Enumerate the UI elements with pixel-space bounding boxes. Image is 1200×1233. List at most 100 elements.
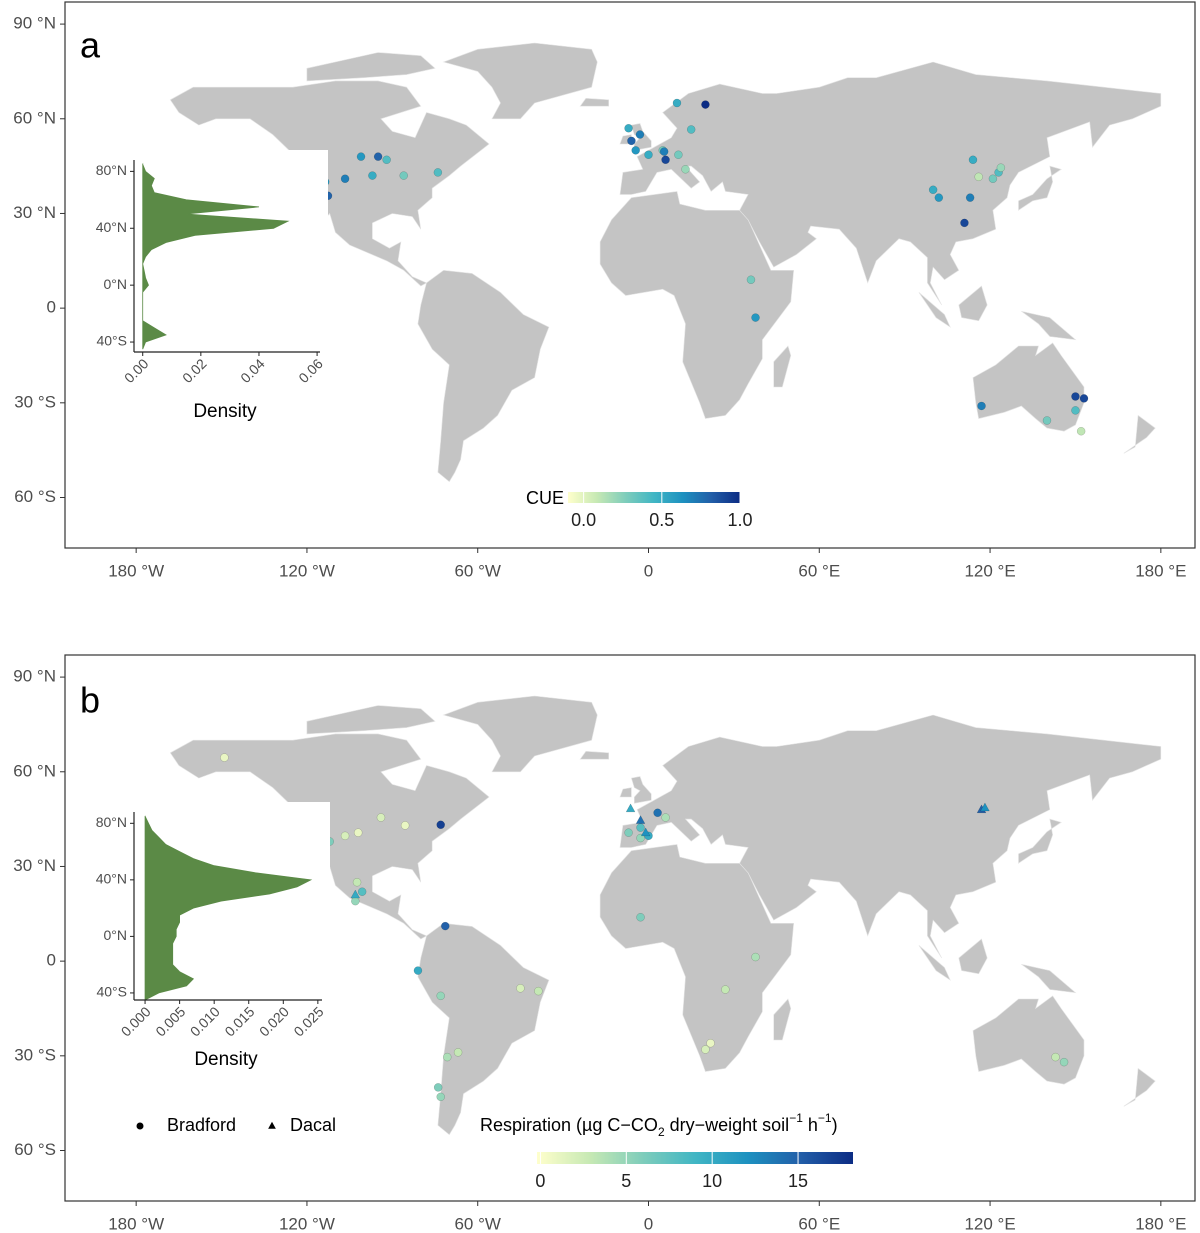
circle-marker	[1079, 394, 1089, 403]
x-tick-label: 0	[644, 1214, 653, 1233]
land	[1021, 964, 1077, 994]
circle-marker	[631, 146, 640, 155]
circle-marker	[1071, 406, 1080, 415]
land	[306, 705, 436, 735]
density-area	[144, 815, 313, 1001]
panel-label: b	[80, 680, 100, 721]
colorbar-title-part: 2	[658, 1125, 665, 1139]
circle-marker	[977, 401, 986, 411]
land	[579, 750, 609, 760]
circle-marker	[356, 152, 366, 161]
circle-marker	[653, 808, 662, 818]
map-panel: 60 °S 30 °S 0 30 °N 60 °N 90 °N 180 °W 120 °W 60…	[13, 1, 1196, 580]
circle-marker	[353, 828, 363, 837]
plot-frame	[64, 1, 1196, 549]
land	[619, 61, 1162, 306]
circle-marker	[436, 1092, 445, 1102]
circle-marker	[636, 833, 645, 843]
circle-marker	[996, 163, 1006, 172]
circle-marker	[1076, 426, 1086, 436]
circle-marker	[436, 991, 445, 1001]
inset-y-tick-label: 0°N	[104, 276, 128, 292]
land	[417, 269, 550, 483]
x-tick-label: 180 °E	[1135, 1214, 1186, 1233]
circle-marker	[659, 147, 669, 156]
circle-marker	[624, 123, 633, 133]
land	[972, 995, 1085, 1085]
circle-marker	[661, 155, 670, 165]
triangle-marker	[635, 815, 646, 824]
land	[417, 922, 550, 1136]
circle-marker	[516, 984, 525, 993]
circle-marker	[400, 821, 410, 830]
circle-marker	[928, 185, 938, 195]
colorbar-tick-label: 0.0	[571, 510, 596, 530]
circle-marker	[635, 130, 645, 139]
land	[442, 695, 598, 773]
circle-marker	[136, 1122, 144, 1130]
circle-marker	[644, 150, 653, 160]
colorbar-title: Respiration (µg C−CO2 dry−weight soil−1 …	[480, 1111, 838, 1139]
colorbar-title-part: dry−weight soil	[665, 1115, 790, 1135]
circle-marker	[636, 913, 645, 922]
land	[918, 292, 951, 328]
circle-marker	[636, 823, 645, 832]
density-area	[142, 162, 290, 350]
y-tick-label: 90 °N	[13, 14, 56, 33]
land	[306, 52, 436, 82]
circle-marker	[751, 313, 760, 322]
circle-marker	[376, 813, 386, 822]
inset-y-tick-label: 80°N	[96, 814, 127, 830]
circle-marker	[1042, 416, 1052, 425]
circle-marker	[382, 155, 391, 165]
land	[1123, 1067, 1156, 1107]
circle-marker	[988, 174, 998, 183]
land	[773, 345, 792, 388]
y-tick-label: 30 °S	[14, 392, 56, 411]
y-tick-label: 60 °N	[13, 108, 56, 127]
colorbar-tick-label: 0	[535, 1171, 545, 1191]
triangle-marker	[268, 1121, 276, 1129]
circle-marker	[672, 98, 682, 108]
colorbar	[568, 492, 740, 503]
inset-y-tick-label: 40°N	[96, 219, 127, 235]
land	[619, 714, 1162, 959]
inset-y-tick-label: 80°N	[96, 162, 127, 178]
inset-background	[72, 150, 328, 427]
circle-marker	[706, 1038, 715, 1048]
circle-marker	[433, 1083, 443, 1092]
circle-marker	[968, 155, 978, 165]
inset-y-tick-label: 0°N	[104, 927, 128, 943]
circle-marker	[1059, 1057, 1069, 1067]
colorbar-title-part: −1	[818, 1111, 832, 1125]
x-tick-label: 60 °E	[798, 1214, 840, 1233]
x-tick-label: 120 °E	[964, 1214, 1015, 1233]
circle-marker	[433, 168, 443, 177]
plot-frame	[64, 654, 1196, 1202]
circle-marker	[934, 193, 944, 202]
inset-x-label: Density	[194, 1049, 258, 1070]
x-tick-label: 60 °W	[454, 561, 500, 580]
x-tick-label: 0	[644, 561, 653, 580]
triangle-marker	[625, 803, 636, 813]
land	[773, 998, 792, 1041]
x-tick-label: 60 °E	[798, 561, 840, 580]
map-panel: 60 °S 30 °S 0 30 °N 60 °N 90 °N 180 °W 120 °W 60…	[13, 654, 1196, 1233]
circle-marker	[352, 877, 362, 887]
y-tick-label: 90 °N	[13, 667, 56, 686]
circle-marker	[686, 125, 696, 134]
triangle-marker	[640, 827, 651, 837]
circle-marker	[674, 150, 683, 160]
circle-marker	[721, 985, 730, 994]
circle-marker	[751, 952, 760, 962]
circle-marker	[1071, 392, 1080, 401]
x-tick-label: 180 °E	[1135, 561, 1186, 580]
y-tick-label: 0	[47, 951, 56, 970]
land	[958, 938, 988, 975]
circle-marker	[436, 820, 445, 830]
colorbar	[537, 1152, 853, 1164]
circle-marker	[627, 136, 636, 146]
inset-background	[72, 802, 330, 1075]
circle-marker	[399, 171, 408, 180]
